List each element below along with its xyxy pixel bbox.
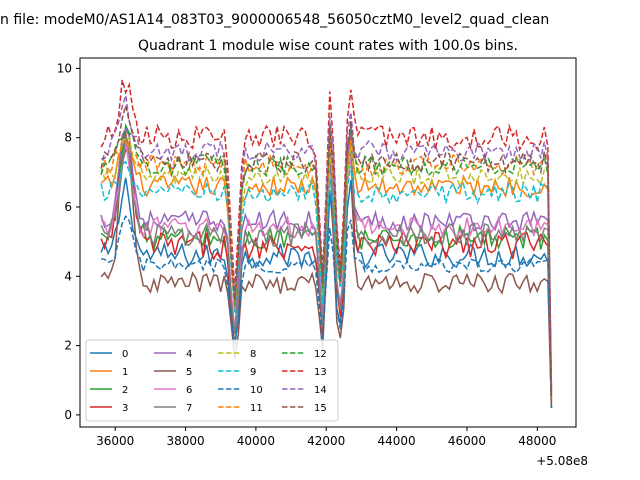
- x-tick-label: 48000: [518, 434, 556, 448]
- legend-label-11: 11: [250, 403, 263, 414]
- legend-label-12: 12: [314, 349, 327, 360]
- series-line-11: [100, 137, 553, 403]
- y-axis: 0 2 4 6 8 10: [57, 61, 80, 422]
- plot-area: [100, 79, 553, 408]
- chart-title: Quadrant 1 module wise count rates with …: [138, 38, 518, 54]
- legend-label-7: 7: [186, 403, 192, 414]
- figure-suptitle: n file: modeM0/AS1A14_083T03_9000006548_…: [0, 12, 549, 28]
- series-line-9: [100, 160, 553, 388]
- x-tick-label: 38000: [166, 434, 204, 448]
- x-axis-offset-label: +5.08e8: [536, 454, 588, 468]
- legend-label-4: 4: [186, 349, 192, 360]
- series-line-10: [101, 215, 553, 408]
- legend-label-2: 2: [122, 385, 128, 396]
- legend-label-3: 3: [122, 403, 128, 414]
- y-tick-label: 4: [64, 269, 72, 283]
- y-tick-label: 0: [64, 408, 72, 422]
- legend-label-1: 1: [122, 367, 128, 378]
- x-tick-label: 36000: [96, 434, 134, 448]
- y-tick-label: 6: [64, 200, 72, 214]
- x-tick-label: 42000: [307, 434, 345, 448]
- series-line-5: [100, 140, 553, 408]
- legend-label-8: 8: [250, 349, 256, 360]
- legend-label-0: 0: [122, 349, 128, 360]
- series-line-13: [100, 79, 553, 393]
- x-tick-label: 44000: [378, 434, 416, 448]
- legend-label-13: 13: [314, 367, 327, 378]
- legend-label-15: 15: [314, 403, 327, 414]
- x-tick-label: 46000: [448, 434, 486, 448]
- x-axis: 36000 38000 40000 42000 44000 46000 48000: [96, 427, 556, 448]
- y-tick-label: 10: [57, 61, 72, 75]
- legend-label-10: 10: [250, 385, 263, 396]
- legend-label-5: 5: [186, 367, 192, 378]
- legend-box: [85, 339, 339, 422]
- y-tick-label: 2: [64, 339, 72, 353]
- y-tick-label: 8: [64, 131, 72, 145]
- axes-frame: [79, 57, 577, 428]
- x-tick-label: 40000: [237, 434, 275, 448]
- legend-label-6: 6: [186, 385, 192, 396]
- legend-label-9: 9: [250, 367, 256, 378]
- series-line-15: [100, 105, 553, 408]
- legend-label-14: 14: [314, 385, 327, 396]
